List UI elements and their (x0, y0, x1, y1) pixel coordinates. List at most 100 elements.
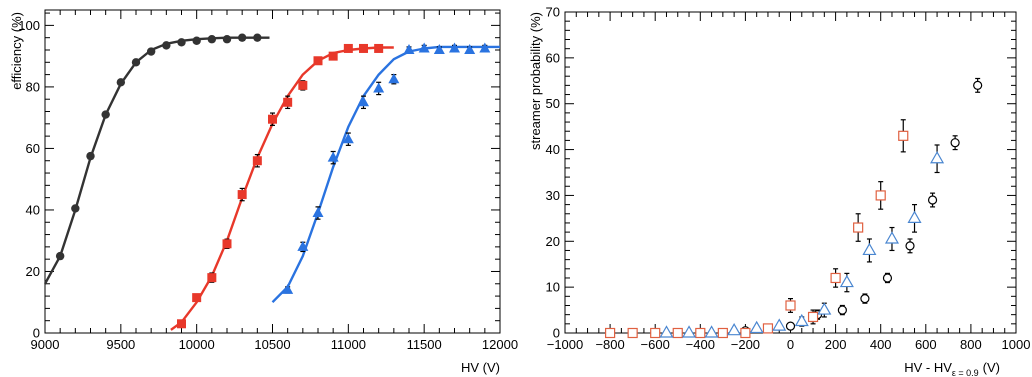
data-point (785, 300, 796, 311)
y-tick-label: 0 (553, 326, 560, 341)
data-point (837, 305, 847, 315)
data-point (313, 56, 323, 66)
data-point (740, 327, 751, 339)
data-point (785, 321, 796, 331)
efficiency-x-axis-title: HV (V) (461, 360, 500, 375)
data-point (627, 327, 638, 339)
data-point (343, 43, 353, 53)
y-tick-label: 20 (546, 234, 560, 249)
y-tick-label: 10 (546, 280, 560, 295)
y-tick-label: 60 (26, 141, 40, 156)
streamer-x-axis-title-main: HV - HV (904, 360, 952, 375)
data-point (207, 35, 217, 44)
data-point (253, 33, 262, 42)
data-point (222, 35, 232, 44)
data-point (297, 240, 309, 251)
data-point (830, 272, 841, 284)
data-point (327, 151, 339, 162)
data-point (358, 96, 369, 107)
data-point (433, 43, 445, 54)
data-point (882, 273, 893, 283)
data-point (237, 190, 247, 200)
y-tick-label: 40 (26, 202, 40, 217)
x-tick-label: −400 (686, 337, 715, 352)
data-point (862, 242, 877, 256)
series-0 (43, 33, 270, 285)
y-tick-label: 40 (546, 142, 560, 157)
x-tick-label: 600 (915, 337, 937, 352)
y-tick-label: 50 (546, 96, 560, 111)
x-tick-label: −200 (731, 337, 760, 352)
data-point (749, 320, 764, 334)
data-point (192, 36, 201, 45)
data-point (884, 231, 900, 244)
x-tick-label: 0 (787, 337, 794, 352)
data-point (672, 327, 683, 339)
x-tick-label: 12000 (482, 337, 518, 352)
fit-curve (43, 36, 270, 285)
data-point (717, 327, 728, 339)
y-tick-label: 80 (26, 79, 40, 94)
streamer-x-axis-title-subscript: ε = 0.9 (952, 368, 979, 377)
x-tick-label: 11000 (331, 337, 366, 352)
streamer-probability-chart: HV - HVε = 0.9 (V) streamer probability (… (528, 5, 1030, 377)
data-point (222, 239, 232, 249)
data-point (875, 190, 886, 201)
data-point (207, 273, 217, 283)
data-point (772, 318, 787, 331)
data-point (342, 133, 354, 144)
series-1 (170, 43, 394, 331)
data-point (449, 42, 460, 53)
streamer-x-axis-title: HV - HVε = 0.9 (V) (904, 360, 1000, 377)
data-point (930, 151, 945, 164)
x-tick-label: 9000 (31, 337, 60, 352)
data-point (283, 97, 293, 107)
efficiency-y-axis-title: efficiency (%) (9, 12, 24, 90)
series-0 (605, 77, 983, 338)
data-point (282, 283, 294, 294)
streamer-y-axis-title: streamer probability (%) (528, 12, 543, 150)
streamer-x-axis-title-unit: (V) (983, 360, 1000, 375)
data-point (659, 325, 674, 338)
data-point (328, 51, 338, 61)
y-tick-label: 20 (26, 264, 40, 279)
data-point (973, 80, 983, 90)
data-point (71, 204, 80, 213)
x-tick-label: 200 (825, 337, 847, 352)
data-point (727, 322, 742, 336)
x-tick-label: 400 (870, 337, 892, 352)
y-tick-label: 70 (546, 5, 560, 20)
data-point (794, 313, 809, 327)
efficiency-chart: HV (V) efficiency (%) 9000 9500 10000 10500… (9, 9, 518, 375)
data-point (237, 33, 247, 42)
data-point (418, 42, 430, 53)
x-tick-label: 9500 (106, 337, 135, 352)
data-point (817, 302, 832, 315)
data-point (853, 222, 864, 233)
data-point (604, 327, 616, 339)
data-point (650, 327, 661, 339)
x-tick-label: −800 (595, 337, 624, 352)
data-point (388, 73, 400, 84)
y-tick-label: 100 (18, 18, 40, 33)
data-point (704, 325, 719, 338)
data-point (192, 293, 202, 303)
data-point (298, 80, 308, 90)
data-point (695, 327, 706, 339)
fit-curve (170, 46, 394, 331)
y-tick-label: 0 (33, 326, 40, 341)
plot-frame (44, 9, 501, 334)
series-2 (659, 144, 945, 338)
data-point (146, 47, 156, 56)
data-point (403, 43, 415, 54)
data-point (950, 138, 960, 148)
x-tick-label: 11500 (407, 337, 442, 352)
x-tick-label: 800 (960, 337, 982, 352)
data-point (927, 195, 938, 205)
data-point (55, 251, 65, 261)
data-point (359, 43, 368, 53)
y-tick-label: 30 (546, 188, 560, 203)
data-point (162, 41, 171, 50)
x-tick-label: 10000 (179, 337, 215, 352)
